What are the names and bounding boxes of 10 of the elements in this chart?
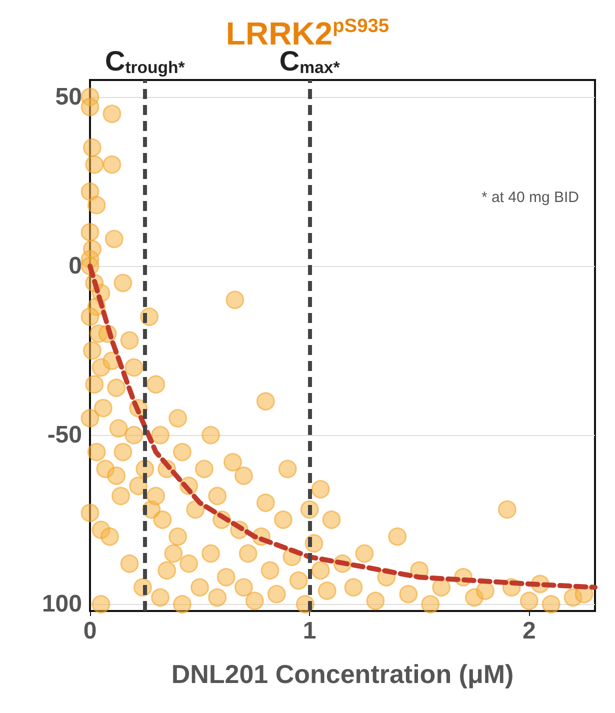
y-tick-label: -50 xyxy=(47,422,82,449)
x-tick-label: 2 xyxy=(522,618,536,644)
y-tick-label: 0 xyxy=(68,252,82,280)
y-tick-label: 50 xyxy=(55,83,82,110)
x-axis-title: DNL201 Concentration (μM) xyxy=(171,659,514,689)
ref-line-label: Ctrough* xyxy=(104,46,186,77)
annotation: * at 40 mg BID xyxy=(481,189,580,206)
y-tick-label: 100 xyxy=(42,590,82,618)
ref-line-label: Cmax* xyxy=(279,46,340,77)
x-tick-label: 1 xyxy=(302,618,316,644)
